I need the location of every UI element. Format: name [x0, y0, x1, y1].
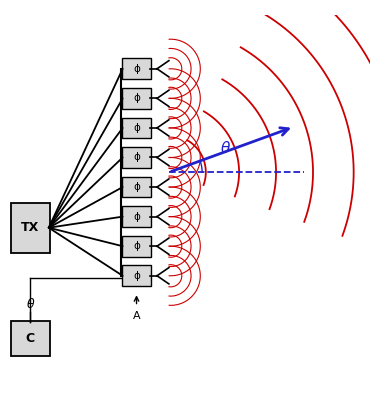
- Text: ϕ: ϕ: [133, 123, 140, 133]
- Text: C: C: [26, 332, 35, 345]
- FancyBboxPatch shape: [122, 118, 151, 138]
- FancyBboxPatch shape: [122, 58, 151, 79]
- FancyBboxPatch shape: [122, 147, 151, 168]
- Text: TX: TX: [21, 221, 39, 234]
- FancyBboxPatch shape: [122, 206, 151, 227]
- FancyBboxPatch shape: [122, 88, 151, 109]
- Text: ϕ: ϕ: [133, 241, 140, 251]
- Text: ϕ: ϕ: [133, 212, 140, 222]
- Text: ϕ: ϕ: [133, 64, 140, 74]
- FancyBboxPatch shape: [122, 177, 151, 198]
- Text: ϕ: ϕ: [133, 152, 140, 162]
- Text: A: A: [133, 311, 140, 321]
- Text: ϕ: ϕ: [133, 182, 140, 192]
- Text: θ: θ: [26, 298, 34, 311]
- FancyBboxPatch shape: [122, 236, 151, 256]
- Text: θ: θ: [221, 141, 230, 156]
- Text: ϕ: ϕ: [133, 93, 140, 103]
- FancyBboxPatch shape: [122, 266, 151, 286]
- FancyBboxPatch shape: [11, 321, 50, 356]
- FancyBboxPatch shape: [11, 202, 50, 253]
- Text: ϕ: ϕ: [133, 271, 140, 281]
